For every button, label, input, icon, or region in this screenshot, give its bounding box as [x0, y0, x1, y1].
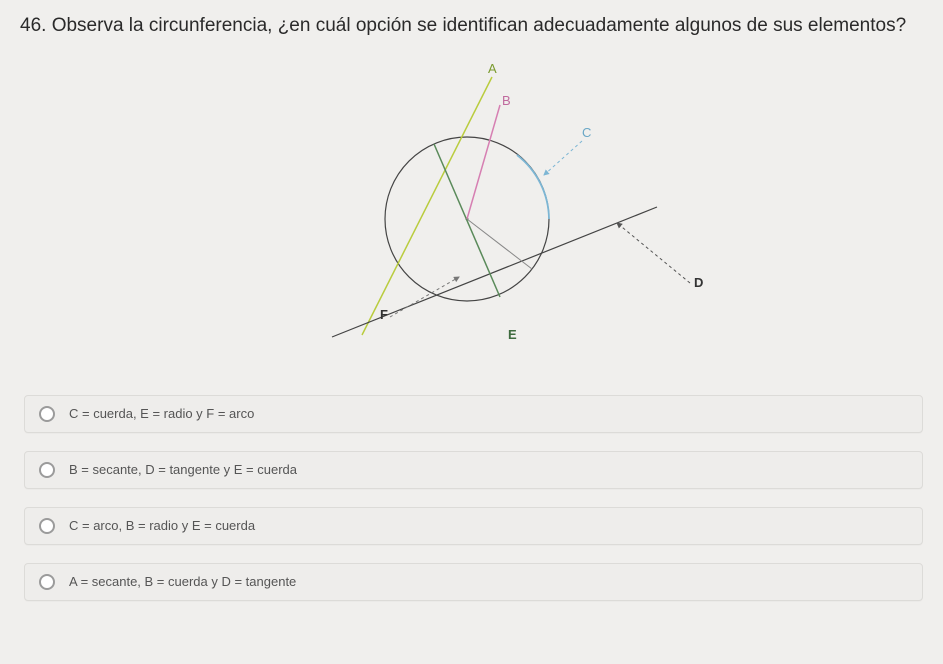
- svg-text:B: B: [502, 93, 511, 108]
- page-root: 46. Observa la circunferencia, ¿en cuál …: [0, 0, 943, 621]
- option-label: B = secante, D = tangente y E = cuerda: [69, 462, 297, 477]
- svg-text:E: E: [508, 327, 517, 342]
- circle-diagram: A D E B C F: [212, 57, 732, 367]
- svg-text:A: A: [488, 61, 497, 76]
- options-list: C = cuerda, E = radio y F = arco B = sec…: [20, 395, 923, 601]
- svg-text:D: D: [694, 275, 703, 290]
- radio-icon: [39, 462, 55, 478]
- option-label: A = secante, B = cuerda y D = tangente: [69, 574, 296, 589]
- option-c[interactable]: C = arco, B = radio y E = cuerda: [24, 507, 923, 545]
- svg-text:C: C: [582, 125, 591, 140]
- radio-icon: [39, 406, 55, 422]
- svg-text:F: F: [380, 307, 388, 322]
- option-label: C = cuerda, E = radio y F = arco: [69, 406, 254, 421]
- diagram-container: A D E B C F: [20, 57, 923, 367]
- question-body: Observa la circunferencia, ¿en cuál opci…: [52, 15, 906, 36]
- question-text: 46. Observa la circunferencia, ¿en cuál …: [20, 14, 923, 39]
- option-d[interactable]: A = secante, B = cuerda y D = tangente: [24, 563, 923, 601]
- radio-icon: [39, 574, 55, 590]
- option-b[interactable]: B = secante, D = tangente y E = cuerda: [24, 451, 923, 489]
- option-a[interactable]: C = cuerda, E = radio y F = arco: [24, 395, 923, 433]
- question-number: 46.: [20, 15, 46, 36]
- option-label: C = arco, B = radio y E = cuerda: [69, 518, 255, 533]
- radio-icon: [39, 518, 55, 534]
